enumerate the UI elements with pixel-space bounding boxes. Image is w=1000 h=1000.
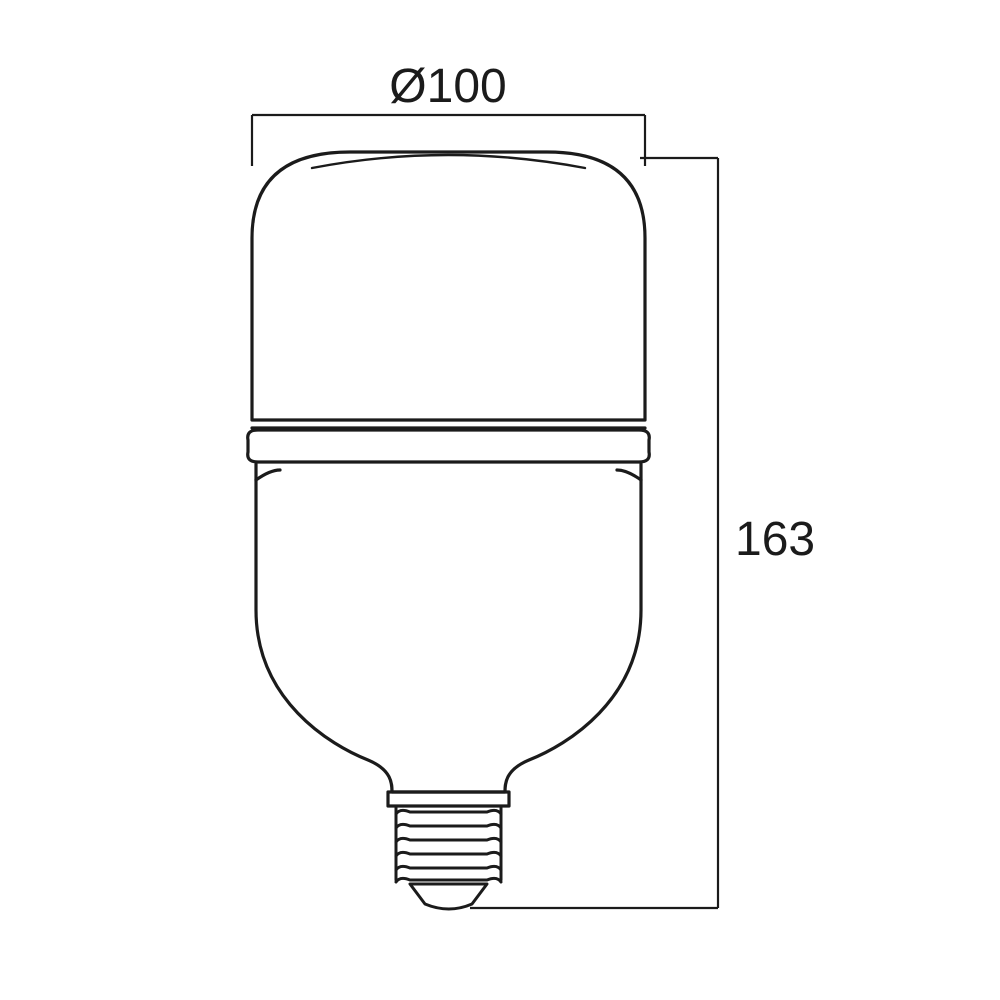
bulb-outline — [248, 152, 650, 909]
bulb-technical-drawing: Ø100 163 — [0, 0, 1000, 1000]
bulb-dome — [252, 152, 645, 420]
body-shoulder-right — [617, 470, 641, 480]
neck-plate — [388, 792, 509, 806]
diameter-label: Ø100 — [389, 60, 506, 113]
bulb-body — [256, 464, 641, 792]
collar-ring — [248, 430, 650, 462]
screw-base — [396, 806, 501, 909]
dimension-height — [470, 158, 718, 908]
bulb-dome-highlight — [312, 155, 585, 168]
height-label: 163 — [735, 513, 815, 566]
body-shoulder-left — [256, 470, 280, 480]
dimension-diameter — [252, 115, 645, 166]
